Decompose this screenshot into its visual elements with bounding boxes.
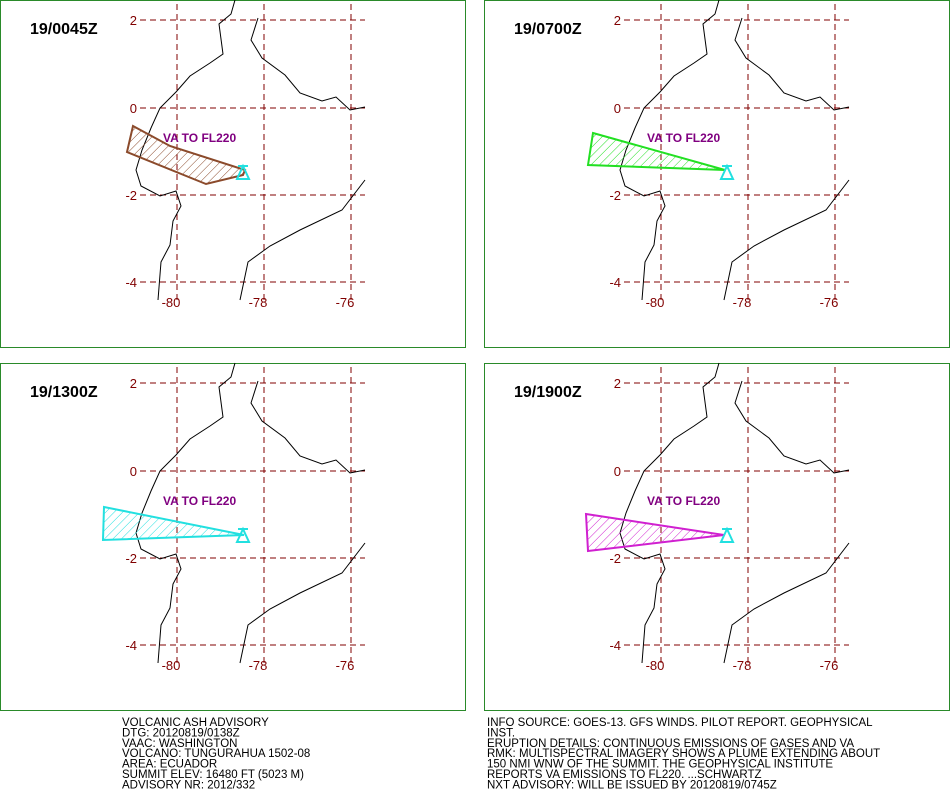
volcano-symbol [235,526,251,543]
plume-annotation: VA TO FL220 [163,131,236,145]
longitude-label: -76 [820,295,839,310]
panel-frame [484,363,950,711]
plume-annotation: VA TO FL220 [647,131,720,145]
panel-time: 19/1900Z [514,384,582,401]
panel-time: 19/0045Z [30,21,98,38]
footer-line: NXT ADVISORY: WILL BE ISSUED BY 20120819… [487,779,777,791]
footer-line: SUMMIT ELEV: 16480 FT (5023 M) [122,769,304,781]
coastline [734,17,850,111]
latitude-label: 2 [130,13,137,28]
longitude-label: -78 [249,658,268,673]
latitude-label: 0 [130,101,137,116]
latitude-label: -2 [125,551,137,566]
ash-plume [125,124,247,186]
panel-frame [0,363,466,711]
longitude-label: -78 [249,295,268,310]
footer-line: REPORTS VA EMISSIONS TO FL220. ...SCHWAR… [487,769,762,781]
coastline [250,17,366,111]
latitude-label: -2 [125,188,137,203]
footer-line: VOLCANIC ASH ADVISORY [122,717,269,729]
latitude-label: 0 [130,464,137,479]
latitude-label: -4 [609,275,621,290]
footer-line: AREA: ECUADOR [122,759,217,771]
longitude-label: -76 [820,658,839,673]
panel-frame [484,0,950,348]
latitude-label: 2 [614,376,621,391]
map-panel: 2 0 -2 -4 -80 -78 -76 19/1900Z VA TO FL220 [484,362,950,711]
coastline [723,542,850,664]
volcano-symbol [719,163,735,180]
coastline [619,362,720,664]
map-panel: 2 0 -2 -4 -80 -78 -76 19/1300Z VA TO FL220 [0,362,466,711]
latitude-label: 2 [130,376,137,391]
volcano-symbol [719,526,735,543]
ash-plume [584,512,725,553]
footer-line: 150 NMI WNW OF THE SUMMIT. THE GEOPHYSIC… [487,759,833,771]
coastline [239,542,366,664]
longitude-label: -78 [733,295,752,310]
longitude-label: -80 [162,295,181,310]
coastline [734,380,850,474]
footer-line: INST. [487,727,515,739]
latitude-label: -4 [125,275,137,290]
map-panel: 2 0 -2 -4 -80 -78 -76 19/0700Z VA TO FL220 [484,0,950,348]
footer-line: RMK: MULTISPECTRAL IMAGERY SHOWS A PLUME… [487,748,880,760]
longitude-label: -80 [646,658,665,673]
latitude-label: 0 [614,101,621,116]
plume-annotation: VA TO FL220 [647,494,720,508]
ash-plume [101,505,245,542]
latitude-label: -2 [609,551,621,566]
coastline [250,380,366,474]
footer-line: ERUPTION DETAILS: CONTINUOUS EMISSIONS O… [487,738,854,750]
panel-time: 19/0700Z [514,21,582,38]
latitude-label: -2 [609,188,621,203]
coastline [723,179,850,301]
longitude-label: -76 [336,658,355,673]
footer-line: VAAC: WASHINGTON [122,738,237,750]
ash-plume [586,131,726,171]
panel-time: 19/1300Z [30,384,98,401]
plume-annotation: VA TO FL220 [163,494,236,508]
longitude-label: -78 [733,658,752,673]
footer-line: INFO SOURCE: GOES-13. GFS WINDS. PILOT R… [487,717,873,729]
longitude-label: -80 [646,295,665,310]
footer-line: DTG: 20120819/0138Z [122,727,240,739]
footer-line: ADVISORY NR: 2012/332 [122,779,255,791]
latitude-label: -4 [609,638,621,653]
longitude-label: -76 [336,295,355,310]
latitude-label: 0 [614,464,621,479]
latitude-label: 2 [614,13,621,28]
map-panel: 2 0 -2 -4 -80 -78 -76 19/0045Z VA TO FL220 [0,0,466,348]
longitude-label: -80 [162,658,181,673]
coastline [135,362,236,664]
footer-line: VOLCANO: TUNGURAHUA 1502-08 [122,748,310,760]
coastline [239,179,366,301]
latitude-label: -4 [125,638,137,653]
volcano-symbol [235,163,251,180]
